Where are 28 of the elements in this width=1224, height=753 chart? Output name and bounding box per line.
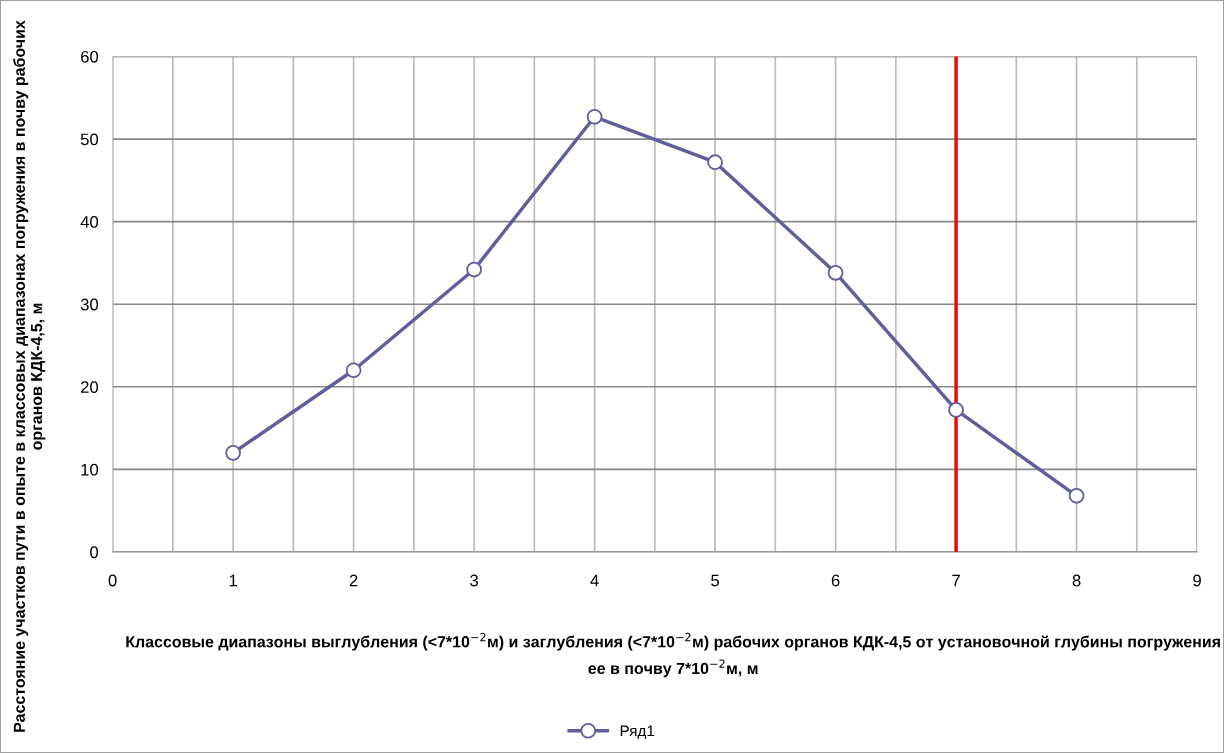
x-tick-label: 9: [1193, 574, 1201, 587]
y-tick-label: 10: [81, 463, 99, 476]
x-axis-title: Классовые диапазоны выглубления (<7*10$^{−2}$м) и заглубления (<7*10$^{−2}$м) рабочих органов КДК-4,5 от установочной глубины погружения ее в почву 7*10$^{−2}$м, м: [126, 632, 1220, 678]
point: [225, 445, 241, 461]
point: [707, 154, 723, 171]
point: [1068, 487, 1085, 504]
y-tick-label: 60: [81, 50, 99, 63]
point: [586, 108, 603, 125]
point: [466, 261, 482, 278]
point: [948, 402, 964, 418]
x-tick-label: 4: [590, 574, 599, 587]
legend-label: Ряд1: [620, 725, 655, 740]
y-tick-label: 40: [80, 216, 99, 228]
x-tick-label: 3: [470, 574, 478, 587]
x-tick-label: 2: [349, 574, 358, 587]
y-tick-label: 0: [90, 546, 99, 559]
x-tick-label: 1: [229, 574, 237, 587]
y-axis-title: Расстояние участков пути в опыте в классовых диапазонах погружения в почву рабочих органов КДК-4,5, м: [13, 20, 46, 732]
x-tick-label: 0: [108, 574, 117, 587]
y-tick-label: 50: [80, 133, 99, 146]
x-tick-label: 7: [952, 574, 960, 587]
x-tick-label: 5: [711, 574, 720, 587]
x-tick-label: 6: [831, 574, 840, 587]
point: [827, 264, 844, 281]
y-tick-label: 20: [81, 381, 99, 393]
point: [345, 362, 362, 379]
x-tick-label: 8: [1072, 574, 1081, 587]
y-tick-label: 30: [80, 298, 99, 311]
